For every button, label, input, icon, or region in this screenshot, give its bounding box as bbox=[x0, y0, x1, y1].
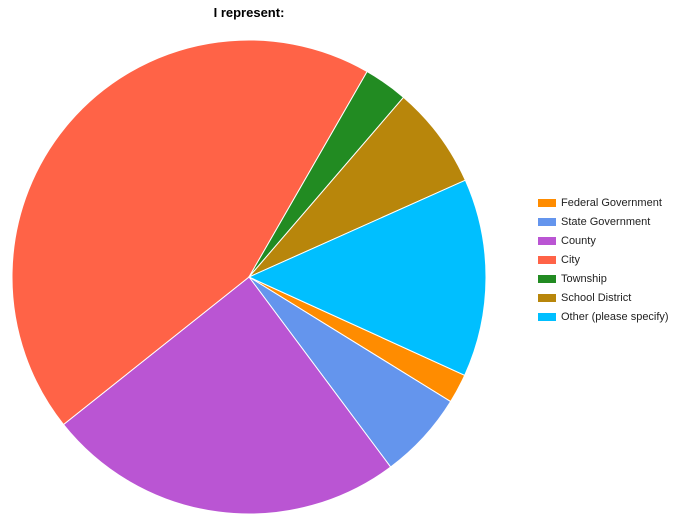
pie-slice-other-please-specify bbox=[247, 179, 487, 376]
legend-label: Township bbox=[561, 272, 607, 285]
legend-item: State Government bbox=[538, 212, 669, 231]
legend-label: Other (please specify) bbox=[561, 310, 669, 323]
legend-item: County bbox=[538, 231, 669, 250]
legend-swatch bbox=[538, 255, 556, 264]
legend-item: School District bbox=[538, 288, 669, 307]
legend-swatch bbox=[538, 217, 556, 226]
legend-item: Federal Government bbox=[538, 193, 669, 212]
legend-swatch bbox=[538, 236, 556, 245]
pie-slice-county bbox=[62, 276, 392, 515]
pie-slice-city bbox=[11, 39, 368, 426]
legend-label: State Government bbox=[561, 215, 651, 228]
legend-swatch bbox=[538, 198, 556, 207]
legend-swatch bbox=[538, 274, 556, 283]
chart-legend: Federal Government State Government County… bbox=[538, 193, 669, 326]
chart-title: I represent: bbox=[213, 5, 285, 20]
legend-swatch bbox=[538, 293, 556, 302]
legend-swatch bbox=[538, 312, 556, 321]
legend-label: County bbox=[561, 234, 596, 247]
legend-label: Federal Government bbox=[561, 196, 662, 209]
legend-label: City bbox=[561, 253, 580, 266]
legend-item: City bbox=[538, 250, 669, 269]
pie-slice-school-district bbox=[248, 96, 467, 278]
legend-label: School District bbox=[561, 291, 632, 304]
legend-item: Township bbox=[538, 269, 669, 288]
legend-item: Other (please specify) bbox=[538, 307, 669, 326]
